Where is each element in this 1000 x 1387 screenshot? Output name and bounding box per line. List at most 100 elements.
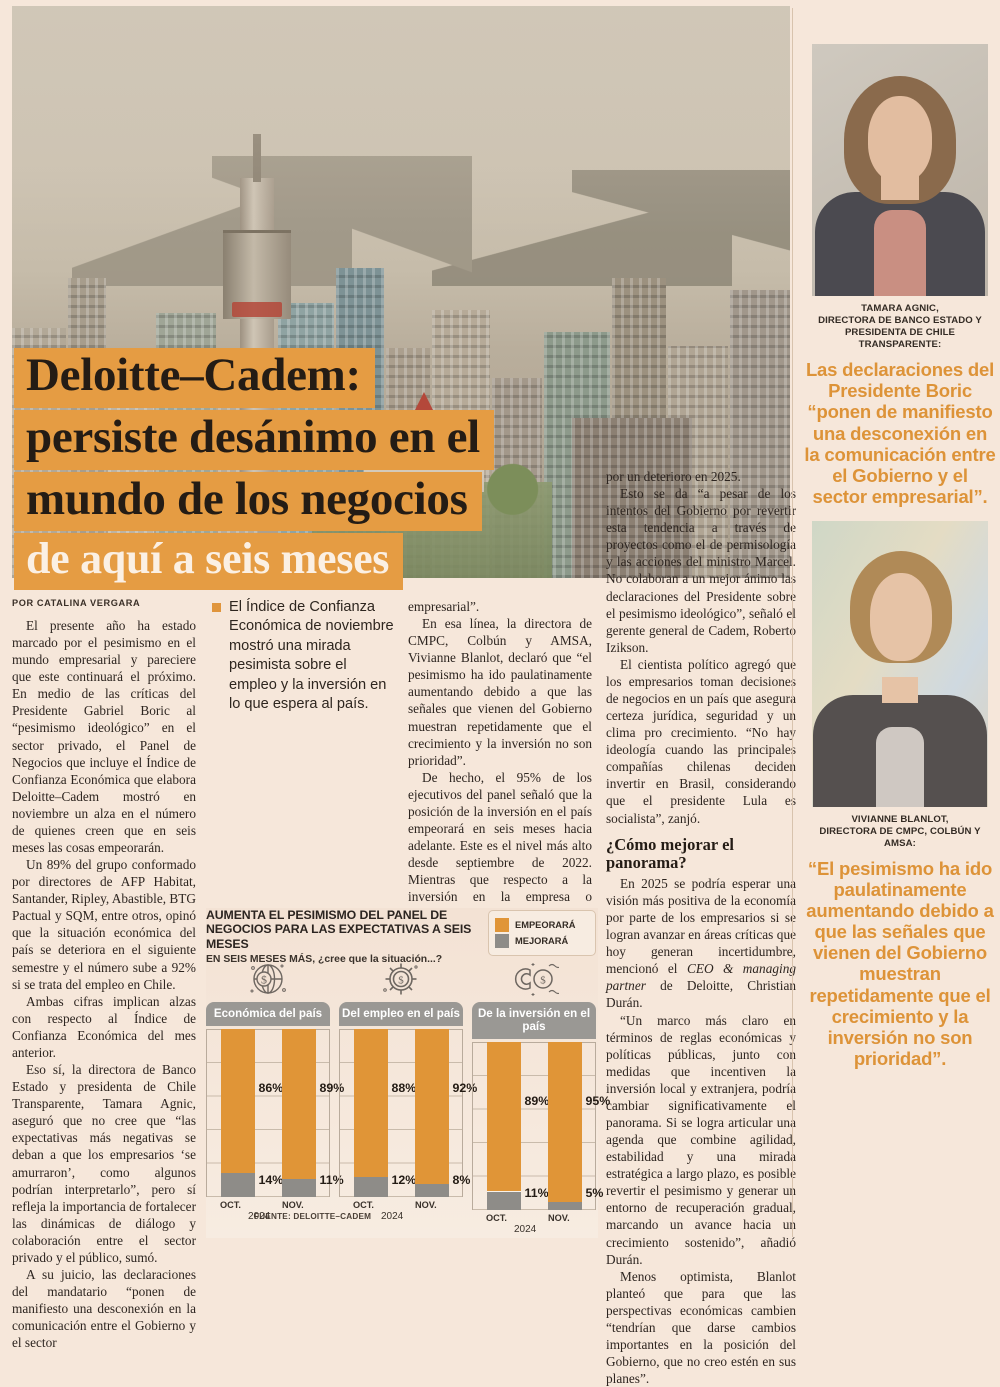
x-axis-year: 2024 xyxy=(381,1210,404,1222)
legend-swatch-icon xyxy=(495,918,509,932)
paragraph: El presente año ha estado marcado por el… xyxy=(12,618,196,856)
paragraph: Eso sí, la directora de Banco Estado y p… xyxy=(12,1062,196,1265)
chart-plot: 86% 14% 89% 11% xyxy=(206,1028,344,1197)
chart-group-economica: $ Económica del país 86% 14% xyxy=(206,956,344,1244)
portrait-caption-2: VIVIANNE BLANLOT, DIRECTORA DE CMPC, COL… xyxy=(806,814,994,850)
pull-quote-2: “El pesimismo ha ido paulatinamente aume… xyxy=(806,858,994,1069)
bar-nov: 92% 8% xyxy=(414,1028,477,1197)
chart-plot: 88% 12% 92% 8% xyxy=(339,1028,477,1197)
chart-group-label: De la inversión en el país xyxy=(472,1002,596,1039)
newspaper-page: Deloitte–Cadem: persiste desánimo en el … xyxy=(0,0,1000,1245)
bar-segment-empeorara xyxy=(353,1028,388,1177)
legend-item-empeorara: EMPEORARÁ xyxy=(495,918,589,932)
chart-groups: $ Económica del país 86% 14% xyxy=(206,956,610,1244)
paragraph: En esa línea, la directora de CMPC, Colb… xyxy=(408,616,592,768)
bar-value-worse: 89% xyxy=(524,1093,550,1108)
portrait-neck xyxy=(882,676,918,703)
bar-value-worse: 89% xyxy=(319,1080,345,1095)
bar-value-better: 12% xyxy=(391,1172,417,1187)
chart-plot: 89% 11% 95% 5% xyxy=(472,1041,610,1210)
infographic-chart: AUMENTA EL PESIMISMO DEL PANEL DE NEGOCI… xyxy=(206,908,610,1238)
bar-value-better: 14% xyxy=(258,1172,284,1187)
legend-label: EMPEORARÁ xyxy=(515,920,576,930)
bar-nov: 89% 11% xyxy=(281,1028,344,1197)
svg-text:$: $ xyxy=(261,973,267,987)
sidebar: TAMARA AGNIC, DIRECTORA DE BANCO ESTADO … xyxy=(792,0,1000,1245)
headline-line-1: Deloitte–Cadem: xyxy=(14,348,375,408)
paragraph: “Un marco más claro en términos de regla… xyxy=(606,1012,796,1267)
x-tick-oct: OCT. xyxy=(353,1199,374,1210)
person-role: DIRECTORA DE CMPC, COLBÚN Y AMSA: xyxy=(819,825,981,850)
byline: POR CATALINA VERGARA xyxy=(12,598,141,608)
portrait-tamara-agnic xyxy=(812,44,988,296)
x-axis-year: 2024 xyxy=(514,1223,537,1235)
portrait-blouse xyxy=(874,210,926,296)
bar-value-better: 11% xyxy=(524,1185,549,1200)
legend-label: MEJORARÁ xyxy=(515,936,569,946)
bar-segment-empeorara xyxy=(414,1028,449,1184)
portrait-vivianne-blanlot xyxy=(812,520,988,807)
bar-nov: 95% 5% xyxy=(547,1041,610,1210)
pull-quote-text: El Índice de Confianza Económica de novi… xyxy=(229,599,394,713)
headline-line-2: persiste desánimo en el xyxy=(14,409,494,470)
section-subhead: ¿Cómo mejorar el panorama? xyxy=(606,834,734,872)
paragraph: empresarial”. xyxy=(408,599,480,614)
mountain-range xyxy=(12,156,790,286)
chart-x-axis: OCT. NOV. 2024 xyxy=(339,1197,463,1231)
globe-dollar-icon: $ xyxy=(206,956,330,1002)
bar-segment-mejorara xyxy=(486,1191,521,1210)
paragraph: A su juicio, las declaraciones del manda… xyxy=(12,1266,196,1351)
bar-value-better: 8% xyxy=(452,1172,471,1187)
chart-x-axis: OCT. NOV. 2024 xyxy=(472,1210,596,1244)
paragraph: El cientista político agregó que los emp… xyxy=(606,656,796,826)
column-2: El Índice de Confianza Económica de novi… xyxy=(212,598,396,724)
bar-segment-mejorara xyxy=(281,1178,316,1197)
x-tick-nov: NOV. xyxy=(415,1199,437,1210)
magnet-dollar-icon: $ xyxy=(472,956,596,1002)
bar-segment-mejorara xyxy=(547,1201,582,1210)
bar-segment-empeorara xyxy=(281,1028,316,1179)
bar-segment-mejorara xyxy=(353,1176,388,1197)
chart-group-label: Económica del país xyxy=(206,1002,330,1026)
bar-segment-empeorara xyxy=(486,1041,521,1192)
pull-quote-1: Las declaraciones del Presidente Boric “… xyxy=(804,359,996,507)
chart-title: AUMENTA EL PESIMISMO DEL PANEL DE NEGOCI… xyxy=(206,908,472,951)
bar-value-worse: 86% xyxy=(258,1080,284,1095)
building xyxy=(572,418,692,578)
page-title: Deloitte–Cadem: persiste desánimo en el … xyxy=(14,348,614,592)
portrait-neck xyxy=(881,176,919,200)
x-tick-nov: NOV. xyxy=(282,1199,304,1210)
building xyxy=(730,290,790,578)
paragraph: por un deterioro en 2025. xyxy=(606,469,741,484)
chart-legend: EMPEORARÁ MEJORARÁ xyxy=(488,910,596,956)
para-part-b: de Deloitte, Christian Durán. xyxy=(606,978,796,1011)
chart-subtitle: EN SEIS MESES MÁS, ¿cree que la situació… xyxy=(206,954,443,966)
portrait-blouse xyxy=(876,726,924,807)
chart-source: FUENTE: DELOITTE–CADEM xyxy=(254,1212,372,1221)
paragraph: Ambas cifras implican alzas con respecto… xyxy=(12,993,196,1060)
chart-group-inversion: $ De la inversión en el país 89% 11% xyxy=(472,956,610,1244)
para-part-a: En 2025 se podría esperar una visión más… xyxy=(606,875,796,977)
square-bullet-icon xyxy=(212,603,221,612)
bar-value-worse: 88% xyxy=(391,1080,417,1095)
chart-group-empleo: $ Del empleo en el país 88% 12% xyxy=(339,956,477,1244)
paragraph: En 2025 se podría esperar una visión más… xyxy=(606,875,796,1012)
svg-text:$: $ xyxy=(540,975,546,987)
x-tick-oct: OCT. xyxy=(486,1212,507,1223)
person-role: DIRECTORA DE BANCO ESTADO Y PRESIDENTA D… xyxy=(818,315,982,351)
bar-segment-mejorara xyxy=(414,1183,449,1197)
portrait-caption-1: TAMARA AGNIC, DIRECTORA DE BANCO ESTADO … xyxy=(806,303,994,351)
bar-value-better: 5% xyxy=(585,1185,604,1200)
portrait-face xyxy=(870,572,932,661)
column-3: empresarial”. En esa línea, la directora… xyxy=(408,598,592,957)
chart-group-label: Del empleo en el país xyxy=(339,1002,463,1026)
headline-line-3: mundo de los negocios xyxy=(14,471,482,532)
person-name: VIVIANNE BLANLOT, xyxy=(851,813,949,825)
legend-item-mejorara: MEJORARÁ xyxy=(495,934,589,948)
bar-oct: 88% 12% xyxy=(353,1028,416,1197)
headline-kicker: de aquí a seis meses xyxy=(14,533,404,591)
bar-segment-empeorara xyxy=(547,1041,582,1202)
para-part-italic: CEO & managing partner xyxy=(606,961,796,994)
bar-segment-mejorara xyxy=(220,1173,255,1197)
paragraph: Esto se da “a pesar de los intentos del … xyxy=(606,486,796,655)
